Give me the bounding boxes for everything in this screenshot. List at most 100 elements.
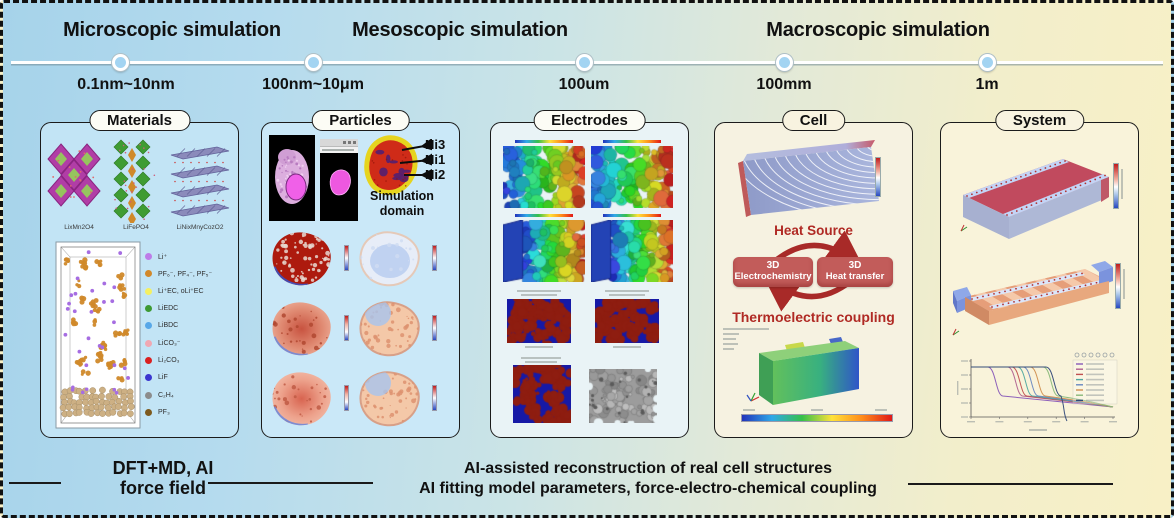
electrode-structure-4 bbox=[591, 220, 673, 282]
legend-label: PF₆⁻, PF₄⁻, PF₅⁻ bbox=[158, 270, 213, 278]
heat-transfer-box-line2: Heat transfer bbox=[825, 271, 885, 282]
scale-label-4: 100mm bbox=[756, 76, 812, 93]
species-legend: Li⁺ PF₆⁻, PF₄⁻, PF₅⁻ Li⁺EC, oLi⁺EC LiEDC… bbox=[145, 248, 212, 421]
legend-swatch bbox=[145, 253, 152, 261]
particle-colorbar bbox=[344, 315, 349, 341]
electrochemistry-box-line1: 3D bbox=[766, 260, 780, 271]
microstructure-slice-1 bbox=[507, 299, 571, 343]
particle-colorbar bbox=[432, 385, 437, 411]
legend-item: Li⁺ bbox=[145, 248, 212, 265]
panel-particles: Particles bbox=[261, 110, 460, 438]
microstructure-slice-3 bbox=[513, 365, 571, 423]
electrochemistry-box: 3D Electrochemistry bbox=[733, 257, 813, 287]
colorbar-electrode-4 bbox=[603, 214, 661, 217]
timeline-dot-5 bbox=[979, 54, 996, 71]
legend-label: LiEDC bbox=[158, 305, 179, 313]
colorbar-electrode-3 bbox=[515, 214, 573, 217]
legend-item: Li₂CO₃ bbox=[145, 352, 212, 369]
footer-left-line1: DFT+MD, AI bbox=[112, 458, 214, 478]
panel-particles-title: Particles bbox=[311, 110, 410, 131]
current-streamline-image bbox=[738, 140, 879, 217]
panel-electrodes: Electrodes bbox=[490, 110, 689, 438]
electrode-structure-3 bbox=[503, 220, 585, 282]
scale-label-5: 1m bbox=[975, 76, 999, 93]
ni-annotation-arrows bbox=[399, 139, 432, 182]
scale-label-1: 0.1nm~10nm bbox=[77, 76, 175, 93]
footer-divider-left bbox=[9, 482, 61, 484]
legend-swatch bbox=[145, 408, 152, 416]
legend-item: C₂H₄ bbox=[145, 386, 212, 403]
footer-center-line2: AI fitting model parameters, force-elect… bbox=[419, 480, 877, 497]
footer-left-caption: DFT+MD, AI force field bbox=[63, 458, 263, 498]
legend-label: Li⁺EC, oLi⁺EC bbox=[158, 288, 204, 296]
footer-center-line1: AI-assisted reconstruction of real cell … bbox=[463, 460, 833, 477]
scale-label-3: 100um bbox=[558, 76, 610, 93]
ni-particle-image bbox=[364, 135, 418, 196]
heat-transfer-box-line1: 3D bbox=[848, 260, 862, 271]
legend-label: LiCO₃⁻ bbox=[158, 340, 181, 348]
colorbar-module-1 bbox=[1113, 163, 1119, 209]
timeline-dot-1 bbox=[112, 54, 129, 71]
particle-contour-image bbox=[359, 371, 420, 427]
gray-reconstruction bbox=[589, 369, 657, 423]
pack-module-1-image bbox=[960, 159, 1109, 239]
colorbar-module-2 bbox=[1115, 263, 1121, 309]
legend-label: C₂H₄ bbox=[158, 391, 174, 399]
panel-electrodes-title: Electrodes bbox=[533, 110, 646, 131]
legend-swatch bbox=[145, 305, 152, 313]
legend-label: LiBDC bbox=[158, 322, 179, 330]
formula-limn2o4: LixMn2O4 bbox=[64, 224, 94, 231]
simulation-domain-caption: Simulation domain bbox=[370, 189, 434, 218]
md-simulation-box bbox=[55, 241, 141, 429]
section-title-mesoscopic: Mesoscopic simulation bbox=[352, 19, 568, 41]
panel-system: System bbox=[940, 110, 1139, 438]
legend-item: Li⁺EC, oLi⁺EC bbox=[145, 283, 212, 300]
particle-contour-grid bbox=[262, 225, 459, 437]
electrochemistry-box-line2: Electrochemistry bbox=[734, 271, 812, 282]
footer-divider-right bbox=[908, 483, 1113, 485]
legend-swatch bbox=[145, 322, 152, 330]
panel-materials: Materials LixMn2O4 LiFePO4 LiNixMnyCozO2… bbox=[40, 110, 239, 438]
legend-label: Li₂CO₃ bbox=[158, 356, 180, 364]
legend-item: LiEDC bbox=[145, 300, 212, 317]
ni1-label: Ni1 bbox=[425, 152, 446, 167]
colorbar-thermal bbox=[741, 414, 893, 422]
timeline-dot-4 bbox=[776, 54, 793, 71]
timeline-dot-2 bbox=[305, 54, 322, 71]
discharge-curves-chart bbox=[957, 352, 1118, 423]
panel-materials-title: Materials bbox=[88, 110, 191, 131]
particle-contour-image bbox=[272, 232, 331, 286]
panel-system-title: System bbox=[994, 110, 1085, 131]
particle-contour-image bbox=[272, 372, 331, 426]
legend-swatch bbox=[145, 270, 152, 278]
legend-swatch bbox=[145, 374, 152, 382]
particle-colorbar bbox=[344, 385, 349, 411]
legend-swatch bbox=[145, 391, 152, 399]
legend-label: PF₃ bbox=[158, 408, 170, 416]
ni2-label: Ni2 bbox=[425, 167, 446, 182]
footer-left-line2: force field bbox=[119, 478, 207, 498]
formula-nmc: LiNixMnyCozO2 bbox=[176, 224, 224, 231]
electrode-structure-2 bbox=[591, 146, 673, 208]
legend-swatch bbox=[145, 287, 152, 295]
footer-divider-mid bbox=[208, 482, 373, 484]
legend-item: PF₆⁻, PF₄⁻, PF₅⁻ bbox=[145, 265, 212, 282]
legend-item: LiBDC bbox=[145, 317, 212, 334]
crystal-structures-image bbox=[47, 139, 230, 223]
colorbar-streamline bbox=[875, 157, 881, 197]
timeline-dot-3 bbox=[576, 54, 593, 71]
footer-center-caption: AI-assisted reconstruction of real cell … bbox=[418, 459, 878, 499]
legend-item: LiCO₃⁻ bbox=[145, 334, 212, 351]
thermal-field-cell-image bbox=[746, 337, 859, 405]
section-title-macroscopic: Macroscopic simulation bbox=[766, 19, 990, 41]
particle-contour-image bbox=[359, 231, 420, 287]
particle-colorbar bbox=[344, 245, 349, 271]
legend-swatch bbox=[145, 356, 152, 364]
window-titlebar bbox=[320, 139, 358, 147]
scale-label-2: 100nm~10μm bbox=[262, 76, 364, 93]
particle-contour-image bbox=[359, 301, 420, 357]
legend-item: LiF bbox=[145, 369, 212, 386]
colorbar-electrode-1 bbox=[515, 140, 573, 143]
colorbar-electrode-2 bbox=[603, 140, 661, 143]
